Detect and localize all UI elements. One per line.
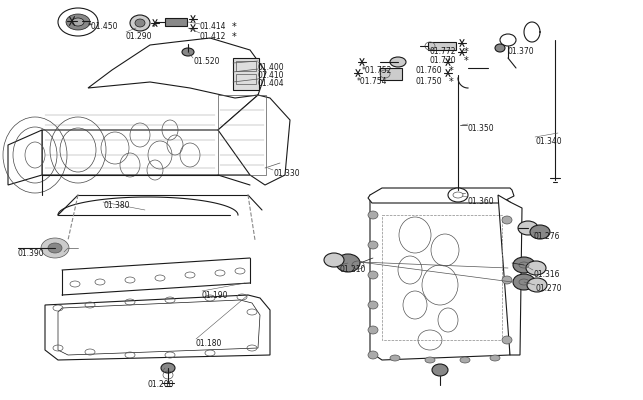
Ellipse shape [368,241,378,249]
Text: 01.772: 01.772 [430,47,457,56]
Ellipse shape [530,225,550,239]
Ellipse shape [41,238,69,258]
Bar [218,95,266,175]
Ellipse shape [432,364,448,376]
Ellipse shape [500,34,516,46]
Text: 01.404: 01.404 [258,79,285,88]
Text: *01.754: *01.754 [357,77,388,86]
Text: 01.400: 01.400 [258,63,285,72]
Ellipse shape [135,19,145,27]
Ellipse shape [526,261,546,275]
Text: 01.360: 01.360 [468,197,494,206]
Polygon shape [218,95,290,185]
Ellipse shape [130,15,150,31]
Text: *01.450: *01.450 [88,22,118,31]
Text: 01.380: 01.380 [103,201,129,210]
Text: 01.370: 01.370 [508,47,534,56]
Text: *: * [152,22,157,32]
Text: 01.520: 01.520 [193,57,219,66]
Polygon shape [88,38,266,98]
Ellipse shape [490,355,500,361]
Bar [380,68,402,80]
Text: 01.190: 01.190 [202,291,228,300]
Text: 01.340: 01.340 [535,137,561,146]
Ellipse shape [502,276,512,284]
Ellipse shape [502,216,512,224]
Text: 01.350: 01.350 [468,124,494,133]
Ellipse shape [368,351,378,359]
Ellipse shape [502,336,512,344]
Text: 01.290: 01.290 [126,32,152,41]
Bar [236,74,256,84]
Ellipse shape [513,274,535,290]
Text: 01.750: 01.750 [415,77,442,86]
Polygon shape [8,130,42,185]
Polygon shape [368,188,514,203]
Text: 01.270: 01.270 [535,284,561,293]
Ellipse shape [324,253,344,267]
Ellipse shape [336,254,360,272]
Ellipse shape [368,326,378,334]
Ellipse shape [368,271,378,279]
Ellipse shape [448,188,468,202]
Text: 01.276: 01.276 [533,232,559,241]
Ellipse shape [425,357,435,363]
Text: *: * [464,56,469,66]
Text: *: * [232,22,237,32]
Ellipse shape [58,8,98,36]
Ellipse shape [390,355,400,361]
Text: 01.210: 01.210 [340,265,367,274]
Ellipse shape [368,301,378,309]
Bar [428,42,456,50]
Ellipse shape [518,221,538,235]
Ellipse shape [513,257,535,273]
Bar [382,215,502,340]
Bar [233,58,259,90]
Ellipse shape [390,57,406,67]
Text: 01.200: 01.200 [148,380,174,389]
Text: 01.410: 01.410 [258,71,284,80]
Ellipse shape [182,48,194,56]
Polygon shape [498,195,522,355]
Text: 01.390: 01.390 [18,249,44,258]
Text: 01.316: 01.316 [533,270,559,279]
Ellipse shape [368,211,378,219]
Text: 01.180: 01.180 [196,339,222,348]
Ellipse shape [48,243,62,253]
Text: 01.770: 01.770 [430,56,457,65]
Text: 01.414: 01.414 [200,22,226,31]
Text: *: * [464,47,469,57]
Ellipse shape [161,363,175,373]
Text: *: * [232,32,237,42]
Ellipse shape [72,18,84,26]
Ellipse shape [66,14,90,30]
Ellipse shape [460,357,470,363]
Text: 01.760: 01.760 [415,66,442,75]
Polygon shape [45,295,270,360]
Text: *: * [449,66,454,76]
Polygon shape [42,95,262,175]
Ellipse shape [495,44,505,52]
Bar [236,61,256,71]
Text: *01.752: *01.752 [362,66,392,75]
Ellipse shape [527,278,547,292]
Bar [165,18,187,26]
Text: 01.412: 01.412 [200,32,226,41]
Text: *: * [449,77,454,87]
Polygon shape [370,195,510,360]
Text: 01.330: 01.330 [273,169,300,178]
